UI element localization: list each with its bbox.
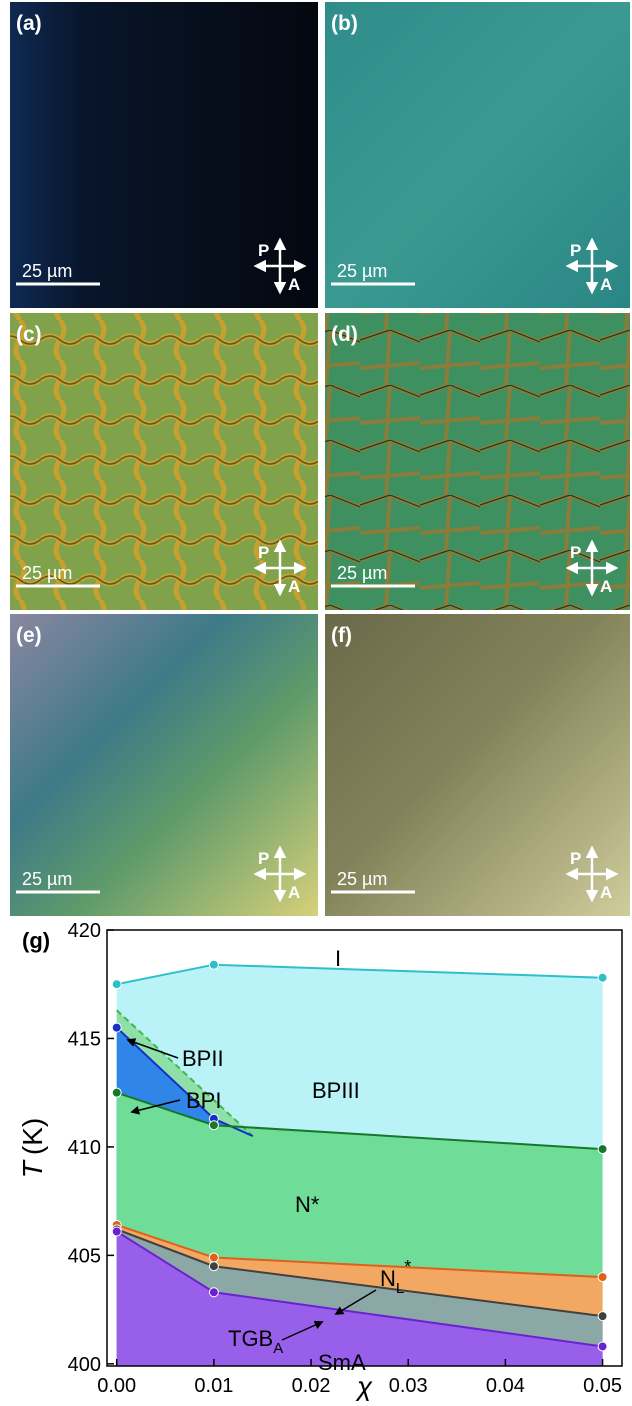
polarizer-label: P (258, 241, 269, 260)
scale-label: 25 µm (337, 563, 387, 583)
y-tick-label: 420 (68, 920, 101, 942)
phase-name: BPIII (312, 1078, 360, 1103)
y-tick-label: 405 (68, 1245, 101, 1267)
phase-label: BPIII (312, 1078, 360, 1103)
x-tick-label: 0.05 (583, 1375, 622, 1397)
y-tick-label: 410 (68, 1137, 101, 1159)
data-point (209, 960, 218, 969)
x-tick-label: 0.04 (486, 1375, 525, 1397)
phase-name: BPII (182, 1046, 224, 1071)
phase-name: TGB (228, 1326, 273, 1351)
data-point (598, 1273, 607, 1282)
data-point (209, 1121, 218, 1130)
y-tick-label: 415 (68, 1028, 101, 1050)
phase-label: BPI (186, 1088, 221, 1113)
panel-label: (b) (331, 12, 358, 35)
analyzer-label: A (288, 883, 300, 902)
phase-subscript: A (273, 1340, 283, 1357)
scale-label: 25 µm (22, 869, 72, 889)
phase-label: SmA (318, 1350, 366, 1375)
data-point (112, 1088, 121, 1097)
phase-label: N* (295, 1192, 320, 1217)
scale-label: 25 µm (337, 261, 387, 281)
analyzer-label: A (600, 275, 612, 294)
scale-label: 25 µm (22, 261, 72, 281)
phase-name: BPI (186, 1088, 221, 1113)
polarizer-label: P (570, 849, 581, 868)
y-tick-label: 400 (68, 1354, 101, 1376)
analyzer-label: A (288, 577, 300, 596)
phase-superscript: * (404, 1257, 411, 1277)
analyzer-label: A (288, 275, 300, 294)
polarizer-label: P (570, 241, 581, 260)
phase-name: I (335, 946, 341, 971)
x-tick-label: 0.02 (292, 1375, 331, 1397)
scale-label: 25 µm (22, 563, 72, 583)
phase-name: N* (295, 1192, 320, 1217)
data-point (112, 1023, 121, 1032)
figure: (a)25 µmPA(b)25 µmPA(c)25 µmPA(d)25 µmPA… (0, 0, 632, 1401)
polarizer-label: P (258, 849, 269, 868)
analyzer-label: A (600, 577, 612, 596)
data-point (598, 1145, 607, 1154)
data-point (209, 1288, 218, 1297)
scale-label: 25 µm (337, 869, 387, 889)
data-point (209, 1253, 218, 1262)
phase-subscript: L (396, 1280, 404, 1297)
panel-label: (c) (16, 323, 42, 346)
y-axis-symbol: T (17, 1159, 48, 1178)
data-point (598, 1312, 607, 1321)
x-tick-label: 0.01 (194, 1375, 233, 1397)
data-point (112, 1227, 121, 1236)
data-point (598, 973, 607, 982)
panel-label: (g) (22, 928, 50, 953)
panel-label: (e) (16, 624, 42, 647)
data-point (112, 980, 121, 989)
panel-label: (f) (331, 624, 352, 647)
panel-label: (d) (331, 323, 358, 346)
x-axis-label: χ (354, 1371, 373, 1401)
data-point (209, 1262, 218, 1271)
page: (a)25 µmPA(b)25 µmPA(c)25 µmPA(d)25 µmPA… (0, 0, 632, 1406)
phase-label: BPII (182, 1046, 224, 1071)
data-point (598, 1342, 607, 1351)
y-axis-unit: (K) (17, 1118, 48, 1155)
phase-diagram: 400 405 410 415 420 0.00 0.01 0.02 0.03 0.04 0.05 χ… (17, 920, 622, 1401)
polarizer-label: P (570, 543, 581, 562)
analyzer-label: A (600, 883, 612, 902)
polarizer-label: P (258, 543, 269, 562)
x-tick-label: 0.00 (97, 1375, 136, 1397)
phase-label: I (335, 946, 341, 971)
phase-name: SmA (318, 1350, 366, 1375)
x-tick-label: 0.03 (389, 1375, 428, 1397)
phase-name: N (380, 1266, 396, 1291)
y-axis-label: T (K) (17, 1118, 48, 1178)
panel-label: (a) (16, 12, 42, 35)
